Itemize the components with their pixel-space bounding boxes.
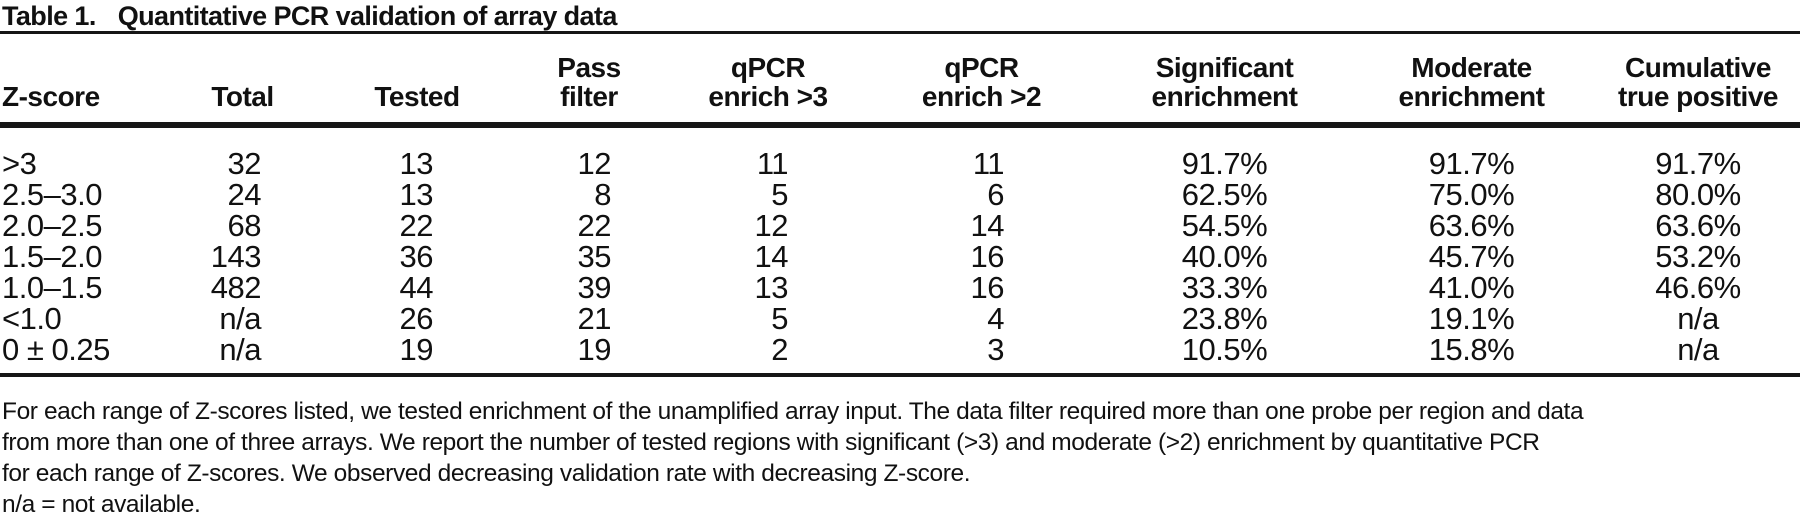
cell-tested: 13 <box>399 177 434 212</box>
col-header-cumulative-true-positive: Cumulative true positive <box>1596 34 1800 128</box>
cell-significant-enrichment: 62.5% <box>1181 177 1268 212</box>
table-title: Table 1. Quantitative PCR validation of a… <box>0 2 1800 30</box>
cell-qpcr-enrich-gt3: 5 <box>771 177 788 212</box>
cell-moderate-enrichment: 15.8% <box>1428 332 1515 367</box>
cell-significant-enrichment: 33.3% <box>1181 270 1268 305</box>
cell-significant-enrichment: 40.0% <box>1181 239 1268 274</box>
table-title-text: Quantitative PCR validation of array dat… <box>117 1 618 31</box>
footnote-line: For each range of Z-scores listed, we te… <box>2 398 1584 425</box>
cell-qpcr-enrich-gt2: 16 <box>970 239 1005 274</box>
cell-cumulative-true-positive: 80.0% <box>1655 177 1741 212</box>
cell-qpcr-enrich-gt3: 12 <box>754 208 789 243</box>
cell-cumulative-true-positive: n/a <box>1677 332 1719 367</box>
table-row: 2.5–3.0 24 13 8 5 6 62.5% 75.0% 80.0% <box>0 179 1800 210</box>
cell-qpcr-enrich-gt2: 4 <box>987 301 1004 336</box>
col-header-significant-enrichment: Significant enrichment <box>1102 34 1347 128</box>
table-body: >3 32 13 12 11 11 91.7% 91.7% 91.7% 2.5–… <box>0 125 1800 375</box>
table-row: 1.5–2.0 143 36 35 14 16 40.0% 45.7% 53.2… <box>0 241 1800 272</box>
cell-total: 24 <box>227 177 262 212</box>
table-header: Z-score Total Tested Pass filter qPCR enri… <box>0 34 1800 128</box>
cell-cumulative-true-positive: 53.2% <box>1655 239 1741 274</box>
cell-zscore: 2.0–2.5 <box>2 208 102 243</box>
table-row: 0 ± 0.25 n/a 19 19 2 3 10.5% 15.8% n/a <box>0 334 1800 375</box>
cell-moderate-enrichment: 19.1% <box>1428 301 1515 336</box>
cell-qpcr-enrich-gt2: 16 <box>970 270 1005 305</box>
header-row: Z-score Total Tested Pass filter qPCR enri… <box>0 34 1800 128</box>
table-row: 1.0–1.5 482 44 39 13 16 33.3% 41.0% 46.6… <box>0 272 1800 303</box>
cell-moderate-enrichment: 75.0% <box>1428 177 1515 212</box>
cell-tested: 26 <box>399 301 434 336</box>
cell-cumulative-true-positive: 91.7% <box>1655 146 1741 181</box>
cell-qpcr-enrich-gt3: 11 <box>756 146 789 181</box>
cell-zscore: 0 ± 0.25 <box>2 332 110 367</box>
cell-total: 68 <box>227 208 262 243</box>
cell-moderate-enrichment: 45.7% <box>1428 239 1515 274</box>
col-header-moderate-enrichment: Moderate enrichment <box>1347 34 1596 128</box>
horizontal-rule-top <box>0 31 1800 34</box>
cell-pass-filter: 39 <box>577 270 612 305</box>
cell-cumulative-true-positive: 46.6% <box>1655 270 1741 305</box>
table-row: <1.0 n/a 26 21 5 4 23.8% 19.1% n/a <box>0 303 1800 334</box>
cell-qpcr-enrich-gt3: 13 <box>754 270 789 305</box>
cell-pass-filter: 8 <box>594 177 611 212</box>
table-footnote: For each range of Z-scores listed, we te… <box>0 396 1800 520</box>
cell-total: n/a <box>219 332 261 367</box>
cell-qpcr-enrich-gt2: 11 <box>972 146 1005 181</box>
cell-zscore: >3 <box>2 146 37 181</box>
cell-qpcr-enrich-gt2: 14 <box>970 208 1005 243</box>
cell-qpcr-enrich-gt3: 5 <box>771 301 788 336</box>
cell-total: 32 <box>227 146 262 181</box>
cell-significant-enrichment: 91.7% <box>1181 146 1268 181</box>
col-header-tested: Tested <box>331 34 503 128</box>
footnote-line: for each range of Z-scores. We observed … <box>2 460 971 487</box>
cell-zscore: <1.0 <box>2 301 62 336</box>
cell-qpcr-enrich-gt2: 3 <box>987 332 1004 367</box>
cell-tested: 22 <box>399 208 434 243</box>
cell-zscore: 1.0–1.5 <box>2 270 102 305</box>
cell-tested: 19 <box>399 332 434 367</box>
cell-qpcr-enrich-gt3: 2 <box>771 332 788 367</box>
cell-moderate-enrichment: 91.7% <box>1428 146 1515 181</box>
table-row: 2.0–2.5 68 22 22 12 14 54.5% 63.6% 63.6% <box>0 210 1800 241</box>
cell-significant-enrichment: 23.8% <box>1181 301 1268 336</box>
col-header-zscore: Z-score <box>0 34 154 128</box>
cell-qpcr-enrich-gt2: 6 <box>987 177 1004 212</box>
cell-pass-filter: 21 <box>577 301 612 336</box>
table-number-label: Table 1. <box>2 1 96 31</box>
cell-tested: 13 <box>399 146 434 181</box>
cell-moderate-enrichment: 41.0% <box>1428 270 1515 305</box>
cell-cumulative-true-positive: 63.6% <box>1655 208 1741 243</box>
cell-total: 143 <box>210 239 262 274</box>
cell-total: n/a <box>219 301 261 336</box>
cell-total: 482 <box>210 270 262 305</box>
footnote-na-note: n/a = not available. <box>2 491 201 518</box>
cell-cumulative-true-positive: n/a <box>1677 301 1719 336</box>
col-header-qpcr-enrich-gt3: qPCR enrich >3 <box>675 34 861 128</box>
col-header-qpcr-enrich-gt2: qPCR enrich >2 <box>861 34 1102 128</box>
cell-tested: 44 <box>399 270 434 305</box>
cell-significant-enrichment: 54.5% <box>1181 208 1268 243</box>
cell-pass-filter: 19 <box>577 332 612 367</box>
cell-pass-filter: 12 <box>577 146 612 181</box>
cell-pass-filter: 35 <box>577 239 612 274</box>
cell-significant-enrichment: 10.5% <box>1181 332 1268 367</box>
qpcr-validation-table: Z-score Total Tested Pass filter qPCR enri… <box>0 34 1800 377</box>
cell-zscore: 2.5–3.0 <box>2 177 102 212</box>
cell-moderate-enrichment: 63.6% <box>1428 208 1515 243</box>
footnote-line: from more than one of three arrays. We r… <box>2 429 1540 456</box>
cell-qpcr-enrich-gt3: 14 <box>754 239 789 274</box>
table-row: >3 32 13 12 11 11 91.7% 91.7% 91.7% <box>0 125 1800 179</box>
cell-pass-filter: 22 <box>577 208 612 243</box>
col-header-total: Total <box>154 34 331 128</box>
cell-zscore: 1.5–2.0 <box>2 239 102 274</box>
cell-tested: 36 <box>399 239 434 274</box>
col-header-pass-filter: Pass filter <box>503 34 675 128</box>
